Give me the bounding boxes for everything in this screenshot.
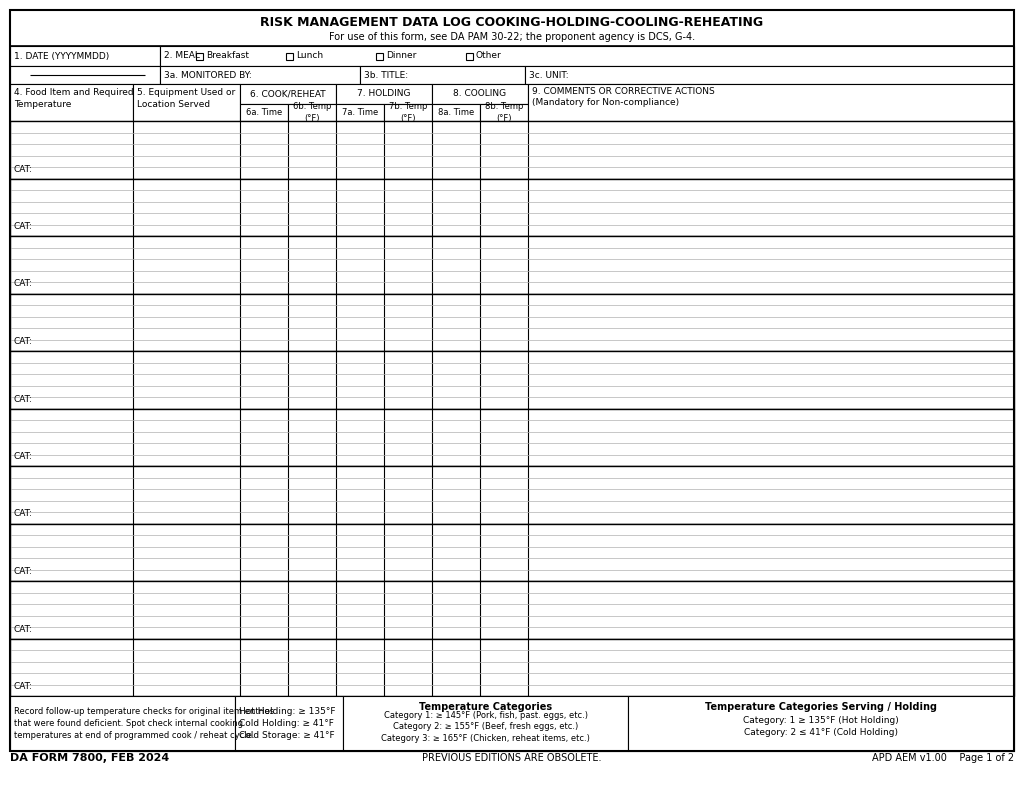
Bar	[10, 294, 1014, 351]
Bar	[196, 52, 203, 59]
Text: 6b. Temp
(°F): 6b. Temp (°F)	[293, 102, 331, 123]
Text: Hot Holding: ≥ 135°F
Cold Holding: ≥ 41°F
Cold Storage: ≥ 41°F: Hot Holding: ≥ 135°F Cold Holding: ≥ 41°…	[239, 707, 336, 740]
Text: Other: Other	[476, 51, 502, 60]
Bar	[160, 66, 360, 84]
Bar	[10, 84, 133, 121]
Bar	[336, 84, 432, 104]
Bar	[10, 524, 1014, 581]
Bar	[343, 696, 628, 751]
Text: 8. COOLING: 8. COOLING	[454, 89, 507, 98]
Text: Category 1: ≥ 145°F (Pork, fish, past. eggs, etc.)
Category 2: ≥ 155°F (Beef, fr: Category 1: ≥ 145°F (Pork, fish, past. e…	[381, 710, 590, 743]
Text: 3a. MONITORED BY:: 3a. MONITORED BY:	[164, 70, 252, 79]
Bar	[10, 466, 1014, 524]
Text: 1. DATE (YYYYMMDD): 1. DATE (YYYYMMDD)	[14, 51, 110, 60]
Bar	[10, 10, 1014, 46]
Text: 7b. Temp
(°F): 7b. Temp (°F)	[389, 102, 427, 123]
Bar	[360, 66, 525, 84]
Text: APD AEM v1.00    Page 1 of 2: APD AEM v1.00 Page 1 of 2	[871, 753, 1014, 763]
Text: DA FORM 7800, FEB 2024: DA FORM 7800, FEB 2024	[10, 753, 169, 763]
Text: 8a. Time: 8a. Time	[438, 108, 474, 117]
Bar	[528, 84, 1014, 121]
Text: 6. COOK/REHEAT: 6. COOK/REHEAT	[250, 89, 326, 98]
Text: CAT:: CAT:	[13, 509, 32, 519]
Text: Category: 1 ≥ 135°F (Hot Holding)
Category: 2 ≤ 41°F (Cold Holding): Category: 1 ≥ 135°F (Hot Holding) Catego…	[743, 717, 899, 737]
Text: 2. MEAL: 2. MEAL	[164, 51, 200, 60]
Text: CAT:: CAT:	[13, 394, 32, 403]
Bar	[234, 696, 343, 751]
Bar	[10, 46, 160, 66]
Text: Record follow-up temperature checks for original item entries
that were found de: Record follow-up temperature checks for …	[14, 707, 274, 740]
Text: Temperature Categories: Temperature Categories	[419, 702, 552, 712]
Text: RISK MANAGEMENT DATA LOG COOKING-HOLDING-COOLING-REHEATING: RISK MANAGEMENT DATA LOG COOKING-HOLDING…	[260, 16, 764, 29]
Text: Temperature Categories Serving / Holding: Temperature Categories Serving / Holding	[705, 702, 937, 712]
Text: 5. Equipment Used or
Location Served: 5. Equipment Used or Location Served	[137, 89, 236, 109]
Bar	[480, 104, 528, 121]
Bar	[10, 66, 160, 84]
Bar	[10, 178, 1014, 236]
Bar	[288, 104, 336, 121]
Text: CAT:: CAT:	[13, 165, 32, 173]
Text: 8b. Temp
(°F): 8b. Temp (°F)	[484, 102, 523, 123]
Bar	[432, 104, 480, 121]
Bar	[10, 236, 1014, 294]
Text: 3c. UNIT:: 3c. UNIT:	[529, 70, 568, 79]
Bar	[432, 84, 528, 104]
Text: 4. Food Item and Required
Temperature: 4. Food Item and Required Temperature	[14, 89, 133, 109]
Bar	[240, 104, 288, 121]
Text: CAT:: CAT:	[13, 625, 32, 634]
Text: PREVIOUS EDITIONS ARE OBSOLETE.: PREVIOUS EDITIONS ARE OBSOLETE.	[422, 753, 602, 763]
Text: CAT:: CAT:	[13, 222, 32, 231]
Bar	[10, 121, 1014, 178]
Text: CAT:: CAT:	[13, 567, 32, 576]
Bar	[240, 84, 336, 104]
Text: 9. COMMENTS OR CORRECTIVE ACTIONS
(Mandatory for Non-compliance): 9. COMMENTS OR CORRECTIVE ACTIONS (Manda…	[532, 86, 715, 108]
Text: Breakfast: Breakfast	[206, 51, 249, 60]
Bar	[10, 638, 1014, 696]
Bar	[10, 581, 1014, 638]
Bar	[525, 66, 1014, 84]
Text: Lunch: Lunch	[296, 51, 324, 60]
Text: Dinner: Dinner	[386, 51, 417, 60]
Text: CAT:: CAT:	[13, 337, 32, 346]
Text: CAT:: CAT:	[13, 682, 32, 691]
Text: 7. HOLDING: 7. HOLDING	[357, 89, 411, 98]
Bar	[160, 46, 1014, 66]
Bar	[336, 104, 384, 121]
Bar	[10, 696, 234, 751]
Text: CAT:: CAT:	[13, 280, 32, 288]
Text: 7a. Time: 7a. Time	[342, 108, 378, 117]
Text: For use of this form, see DA PAM 30-22; the proponent agency is DCS, G-4.: For use of this form, see DA PAM 30-22; …	[329, 32, 695, 42]
Text: 3b. TITLE:: 3b. TITLE:	[364, 70, 409, 79]
Bar	[466, 52, 473, 59]
Bar	[384, 104, 432, 121]
Bar	[376, 52, 383, 59]
Bar	[286, 52, 293, 59]
Bar	[10, 409, 1014, 466]
Bar	[10, 351, 1014, 409]
Text: CAT:: CAT:	[13, 452, 32, 461]
Bar	[133, 84, 240, 121]
Bar	[628, 696, 1014, 751]
Text: 6a. Time: 6a. Time	[246, 108, 283, 117]
